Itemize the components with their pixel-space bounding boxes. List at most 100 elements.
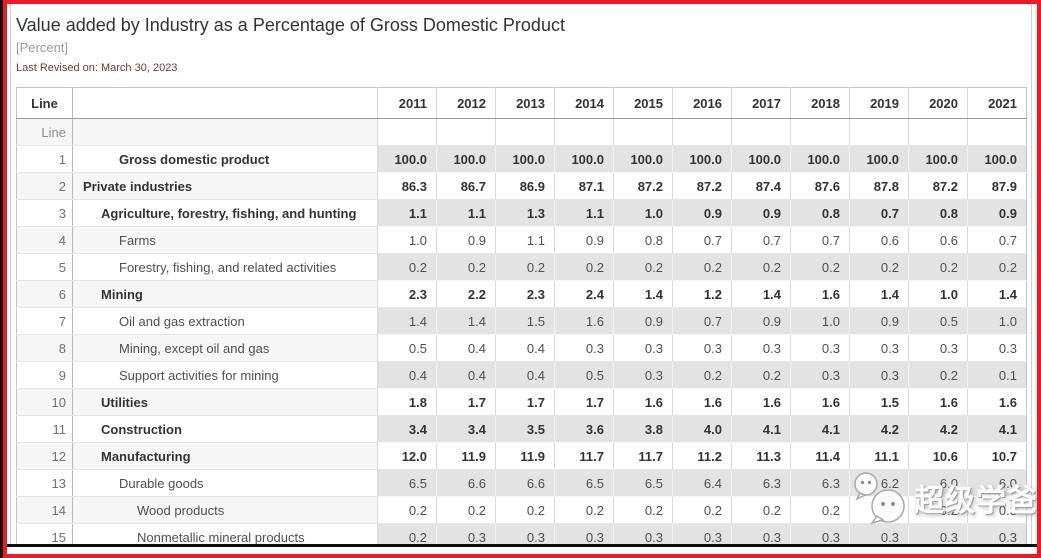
- value-cell: [849, 118, 909, 146]
- value-cell: [613, 118, 673, 146]
- industry-label-cell: Farms: [72, 226, 378, 254]
- value-cell: 100.0: [377, 145, 437, 173]
- value-cell: 87.2: [613, 172, 673, 200]
- value-cell: 4.2: [908, 415, 968, 443]
- value-cell: 1.3: [495, 199, 555, 227]
- value-cell: 0.7: [967, 226, 1027, 254]
- year-header-cell: 2021: [967, 87, 1027, 119]
- value-cell: 6.2: [849, 469, 909, 497]
- value-cell: 0.3: [731, 334, 791, 362]
- value-cell: [908, 118, 968, 146]
- table-row: 10 Utilities 1.8 1.7 1.7 1.7 1.6 1.6 1.6 1.6 1.5 1.…: [16, 388, 1027, 416]
- industry-label-cell: Utilities: [72, 388, 378, 416]
- value-cell: 4.1: [731, 415, 791, 443]
- industry-label-cell: Wood products: [72, 496, 378, 524]
- value-cell: 0.2: [554, 253, 614, 281]
- value-cell: 11.7: [554, 442, 614, 470]
- table-header-row: Line 2011 2012 2013 2014 2015 2016 2017 2018 201…: [16, 87, 1027, 119]
- value-cell: 0.4: [436, 361, 496, 389]
- value-cell: 1.7: [436, 388, 496, 416]
- value-cell: 3.6: [554, 415, 614, 443]
- year-header-cell: 2012: [436, 87, 496, 119]
- value-cell: 1.6: [731, 388, 791, 416]
- value-cell: 0.3: [967, 523, 1027, 544]
- value-cell: 100.0: [495, 145, 555, 173]
- value-cell: 87.1: [554, 172, 614, 200]
- screenshot-left-edge: [0, 0, 3, 558]
- value-cell: 87.4: [731, 172, 791, 200]
- value-cell: 1.6: [967, 388, 1027, 416]
- table-row: 9 Support activities for mining 0.4 0.4 0.4 0…: [16, 361, 1027, 389]
- screenshot-bottom-edge: [3, 544, 1037, 547]
- line-number-cell: 7: [16, 307, 73, 335]
- value-cell: 0.4: [436, 334, 496, 362]
- value-cell: 11.2: [672, 442, 732, 470]
- value-cell: 6.6: [495, 469, 555, 497]
- value-cell: 0.3: [790, 361, 850, 389]
- industry-label-cell: Private industries: [72, 172, 378, 200]
- value-cell: 0.2: [495, 496, 555, 524]
- value-cell: 6.0: [967, 469, 1027, 497]
- value-cell: 0.3: [908, 334, 968, 362]
- value-cell: 0.7: [672, 226, 732, 254]
- value-cell: 0.2: [908, 253, 968, 281]
- value-cell: 1.4: [731, 280, 791, 308]
- value-cell: 0.3: [613, 523, 673, 544]
- value-cell: 0.3: [967, 496, 1027, 524]
- value-cell: 1.1: [554, 199, 614, 227]
- bea-table-page: Value added by Industry as a Percentage …: [10, 4, 1032, 544]
- table-body: Line 1 Gross domestic product 100.0 100.0 100…: [16, 118, 1027, 544]
- value-cell: 0.9: [967, 199, 1027, 227]
- table-row: 15 Nonmetallic mineral products 0.2 0.3 0.3 0…: [16, 523, 1027, 544]
- value-cell: 0.7: [790, 226, 850, 254]
- value-cell: 0.9: [672, 199, 732, 227]
- year-header-cell: 2015: [613, 87, 673, 119]
- value-cell: 87.9: [967, 172, 1027, 200]
- unit-label: [Percent]: [16, 40, 69, 55]
- value-cell: 6.3: [790, 469, 850, 497]
- value-cell: 0.2: [672, 253, 732, 281]
- industry-label-cell: Construction: [72, 415, 378, 443]
- line-number-cell: 13: [16, 469, 73, 497]
- line-number-cell: 10: [16, 388, 73, 416]
- value-cell: 1.7: [495, 388, 555, 416]
- last-revised-label: Last Revised on: March 30, 2023: [16, 62, 178, 74]
- table-row: 12 Manufacturing 12.0 11.9 11.9 11.7 11.7 11.2 1…: [16, 442, 1027, 470]
- value-cell: 0.2: [672, 361, 732, 389]
- value-cell: 0.2: [731, 253, 791, 281]
- industry-label-cell: Support activities for mining: [72, 361, 378, 389]
- value-cell: 0.2: [849, 496, 909, 524]
- value-cell: 0.3: [731, 523, 791, 544]
- value-cell: 0.2: [908, 361, 968, 389]
- value-cell: 0.9: [849, 307, 909, 335]
- value-cell: 3.4: [436, 415, 496, 443]
- value-cell: 0.3: [436, 523, 496, 544]
- line-number-cell: 12: [16, 442, 73, 470]
- value-cell: 12.0: [377, 442, 437, 470]
- value-cell: 0.4: [495, 361, 555, 389]
- value-cell: 0.2: [377, 523, 437, 544]
- value-cell: 87.8: [849, 172, 909, 200]
- value-cell: 3.4: [377, 415, 437, 443]
- value-cell: 87.6: [790, 172, 850, 200]
- value-cell: 11.7: [613, 442, 673, 470]
- value-cell: [967, 118, 1027, 146]
- year-header-cell: 2016: [672, 87, 732, 119]
- line-number-cell: 9: [16, 361, 73, 389]
- line-number-cell: 11: [16, 415, 73, 443]
- value-cell: 0.4: [377, 361, 437, 389]
- value-cell: 0.3: [613, 361, 673, 389]
- value-cell: 0.9: [554, 226, 614, 254]
- industry-label-cell: Durable goods: [72, 469, 378, 497]
- value-cell: 1.8: [377, 388, 437, 416]
- value-cell: 0.3: [908, 523, 968, 544]
- value-cell: 6.6: [436, 469, 496, 497]
- industry-label-cell: Mining, except oil and gas: [72, 334, 378, 362]
- value-cell: 4.2: [849, 415, 909, 443]
- value-cell: 3.8: [613, 415, 673, 443]
- value-cell: 1.6: [908, 388, 968, 416]
- value-cell: 0.8: [908, 199, 968, 227]
- value-cell: 87.2: [672, 172, 732, 200]
- value-cell: 86.7: [436, 172, 496, 200]
- value-cell: 6.4: [672, 469, 732, 497]
